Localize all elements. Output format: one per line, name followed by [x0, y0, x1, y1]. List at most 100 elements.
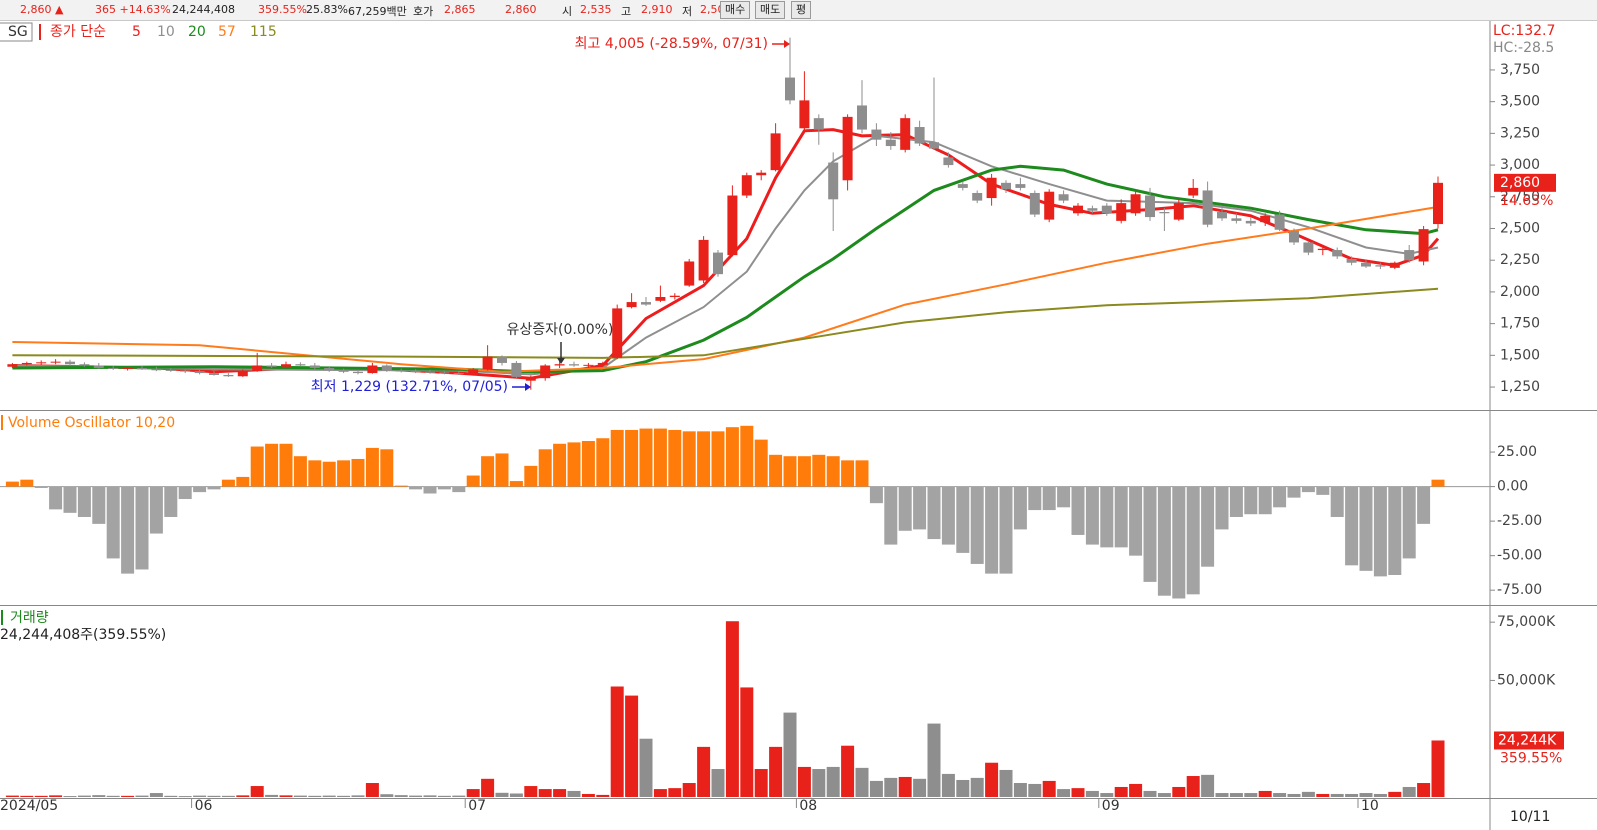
candle-body [1188, 187, 1199, 196]
candle-body [684, 261, 695, 286]
bar [754, 439, 768, 487]
bar [1114, 486, 1128, 548]
bar [697, 431, 711, 487]
candle-body [569, 364, 579, 366]
candle-body [929, 142, 939, 149]
y-tick-label: 2,000 [1500, 284, 1540, 300]
ratio-label: 359.55% [1500, 750, 1562, 766]
candle-body [1375, 265, 1386, 267]
candle-body [381, 365, 392, 371]
y-tick-label: 3,750 [1500, 62, 1540, 78]
candle-body [309, 365, 320, 369]
bar [1359, 486, 1373, 571]
bar [1042, 486, 1056, 511]
candle-body [1173, 203, 1184, 220]
bar [783, 712, 797, 797]
y-tick-label: 2,250 [1500, 252, 1540, 268]
candle-body [1317, 248, 1328, 251]
amount: 67,259백만 [348, 5, 407, 18]
bar [308, 460, 322, 487]
candle-body [281, 364, 291, 367]
candle-body [1361, 262, 1371, 267]
bar [221, 479, 235, 487]
bar [740, 425, 754, 487]
bar [1244, 793, 1258, 797]
background [0, 21, 1597, 830]
candle-body [727, 195, 738, 256]
bar [1258, 486, 1272, 515]
candle-body [7, 364, 18, 367]
bar [1402, 786, 1416, 797]
bar [20, 479, 34, 487]
bar [437, 486, 451, 490]
bar [1301, 791, 1315, 797]
bar [1330, 793, 1344, 797]
bar [1258, 790, 1272, 797]
value-badge [1494, 731, 1564, 750]
avg-button[interactable]: 평 [791, 1, 812, 19]
bar [308, 795, 322, 797]
bar [1316, 793, 1330, 797]
arrow-head [557, 358, 565, 364]
candle-body [453, 373, 464, 375]
candle-body [885, 139, 896, 147]
bar [1013, 783, 1027, 797]
candle-body [900, 118, 911, 150]
sell-button[interactable]: 매도 [755, 1, 786, 19]
bar [769, 454, 783, 487]
y-tick-label: 2,750 [1500, 189, 1540, 205]
candle-body [93, 365, 104, 369]
candle-body [669, 295, 680, 297]
bar [740, 687, 754, 797]
bar [1402, 486, 1416, 559]
change: 365 +14.63% [95, 3, 171, 16]
candle-body [842, 116, 853, 181]
candle-body [1346, 258, 1357, 263]
bar [1071, 486, 1085, 535]
bar [596, 438, 610, 487]
last-price-label: 2,860 [1500, 175, 1540, 191]
bar [610, 686, 624, 797]
bar [1345, 793, 1359, 797]
bar [293, 456, 307, 487]
x-tick-label: 08 [799, 798, 817, 814]
bar [365, 783, 379, 797]
bar [553, 443, 567, 487]
bar [322, 461, 336, 487]
y-tick-label: -75.00 [1497, 582, 1542, 598]
bar [1287, 486, 1301, 498]
bar [711, 769, 725, 797]
candle-body [237, 370, 248, 377]
bar [581, 793, 595, 797]
candle-body [1145, 195, 1155, 218]
bar [682, 783, 696, 797]
bar [1229, 793, 1243, 797]
bar [869, 780, 883, 797]
bar [941, 486, 955, 545]
legend-entry: 5 [132, 24, 141, 40]
bar [409, 795, 423, 797]
candle-body [770, 133, 781, 171]
buy-button[interactable]: 매수 [720, 1, 751, 19]
moving-average-line [12, 164, 1439, 374]
bar [1229, 486, 1243, 517]
bar [423, 795, 437, 797]
bar [394, 795, 408, 797]
y-tick-label: 50,000K [1497, 672, 1556, 688]
candle-body [396, 370, 407, 372]
annotation: 최고 4,005 (-28.59%, 07/31) [575, 36, 768, 52]
bar [293, 795, 307, 797]
bar [452, 486, 466, 493]
y-tick-label: -50.00 [1497, 548, 1542, 564]
candle-body [698, 239, 709, 281]
bar [927, 723, 941, 797]
bar [495, 792, 509, 797]
bar [1172, 486, 1186, 599]
bar [538, 449, 552, 487]
bar [337, 795, 351, 797]
bar [682, 431, 696, 487]
candle-body [641, 302, 651, 305]
bar [581, 441, 595, 487]
